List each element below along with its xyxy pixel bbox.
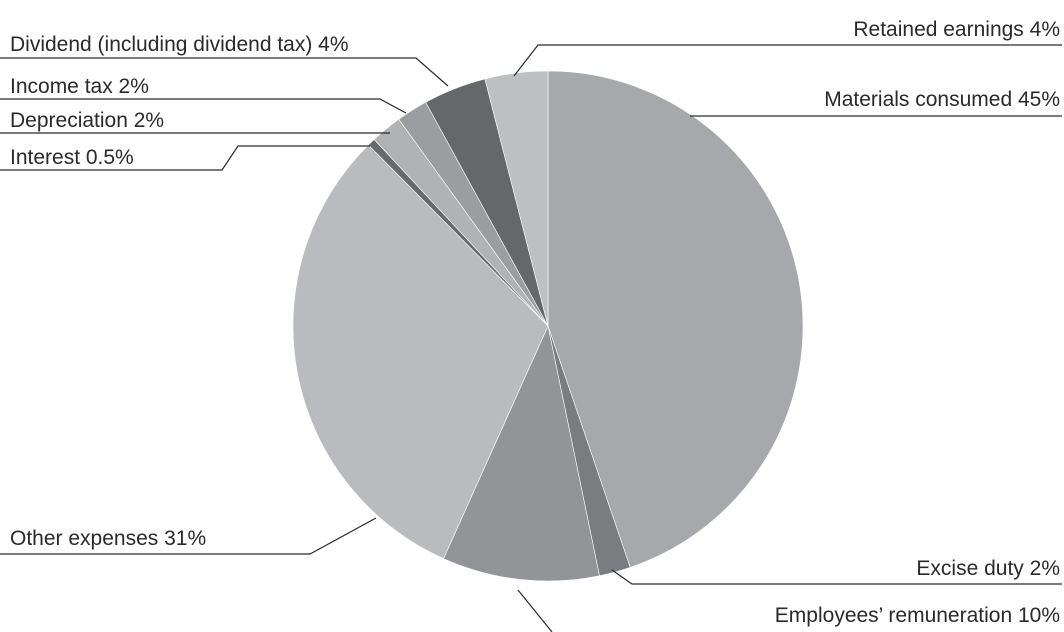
pie-slices bbox=[292, 70, 804, 582]
leader-line-other-expenses bbox=[0, 517, 377, 555]
leader-line-dividend bbox=[0, 57, 449, 87]
label-materials-consumed: Materials consumed 45% bbox=[824, 88, 1060, 111]
label-excise-duty: Excise duty 2% bbox=[916, 557, 1060, 580]
leader-line-income-tax bbox=[0, 98, 407, 114]
leader-line-employees-remuneration bbox=[517, 589, 553, 632]
label-depreciation: Depreciation 2% bbox=[10, 109, 164, 132]
leader-line-retained-earnings bbox=[513, 44, 1062, 77]
label-employees-remuneration: Employees’ remuneration 10% bbox=[775, 604, 1060, 627]
label-dividend: Dividend (including dividend tax) 4% bbox=[10, 33, 349, 56]
leader-line-excise-duty bbox=[611, 569, 1062, 585]
leader-line-interest bbox=[0, 145, 370, 171]
pie-slice-other-expenses bbox=[292, 144, 549, 560]
pie-slice-employees-remuneration bbox=[443, 325, 600, 582]
pie-slice-materials-consumed bbox=[547, 70, 804, 568]
label-interest: Interest 0.5% bbox=[10, 146, 134, 169]
label-other-expenses: Other expenses 31% bbox=[10, 527, 206, 550]
leader-lines bbox=[0, 44, 1062, 632]
label-retained-earnings: Retained earnings 4% bbox=[853, 18, 1060, 41]
slice-labels: Materials consumed 45% Excise duty 2% Em… bbox=[10, 18, 1060, 627]
label-income-tax: Income tax 2% bbox=[10, 75, 149, 98]
